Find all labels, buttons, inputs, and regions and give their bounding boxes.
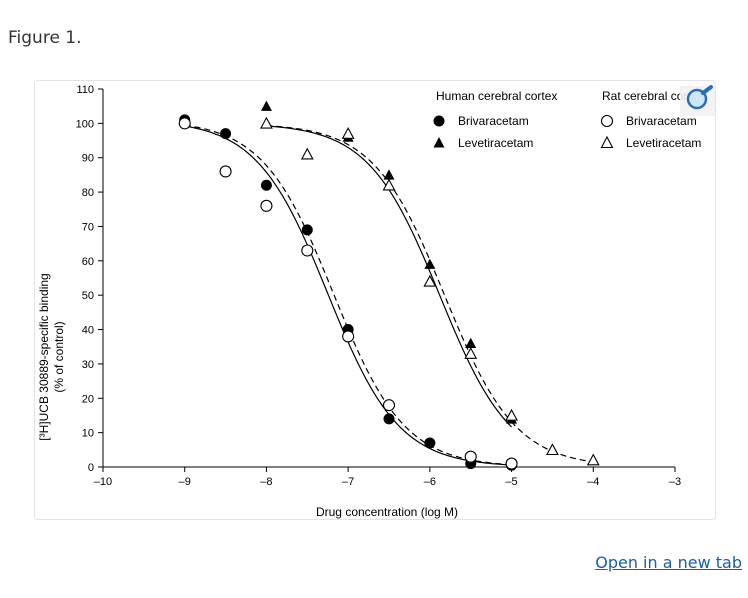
x-tick-label: –6 [424,476,436,488]
x-axis-label: Drug concentration (log M) [316,505,458,519]
data-point-series-0 [220,128,232,140]
legend-label-human-levetiracetam: Levetiracetam [458,136,533,150]
x-tick-label: –7 [342,476,354,488]
legend-title-human: Human cerebral cortex [436,89,557,103]
y-tick-label: 60 [82,256,94,268]
data-point-series-1 [382,399,396,412]
legend-marker-rat-levetiracetam [600,135,614,149]
x-tick-label: –10 [94,476,112,488]
y-tick-label: 50 [82,290,94,302]
data-point-series-3 [260,116,273,129]
y-tick-label: 100 [76,118,94,130]
data-point-series-0 [260,179,272,191]
y-tick-label: 40 [82,325,94,337]
x-tick-label: –3 [669,476,681,488]
x-tick-label: –8 [260,476,272,488]
data-point-series-3 [546,443,559,456]
legend-label-rat-brivaracetam: Brivaracetam [626,114,697,128]
data-point-series-1 [342,330,355,343]
data-point-series-1 [178,117,191,130]
data-point-series-2 [465,337,477,348]
fit-curve-1 [184,124,512,466]
legend-marker-human-levetiracetam [433,137,445,148]
y-axis-label-line1: [³H]UCB 30889-specific binding [37,273,51,440]
legend-title-rat: Rat cerebral cortex [602,89,703,103]
fit-curve-0 [184,125,512,466]
data-point-series-3 [423,274,437,287]
data-point-series-2 [424,258,436,269]
fit-curve-3 [266,125,594,463]
data-point-series-3 [382,178,396,191]
data-point-series-1 [464,450,477,463]
y-tick-label: 0 [88,462,94,474]
legend: Human cerebral cortex Brivaracetam Levet… [433,89,703,150]
data-point-series-3 [464,346,478,359]
data-point-series-0 [383,413,395,425]
y-tick-label: 20 [82,393,94,405]
legend-label-rat-levetiracetam: Levetiracetam [626,136,701,150]
y-tick-label: 110 [76,84,94,96]
data-points [178,100,600,471]
data-point-series-3 [505,408,518,421]
legend-label-human-brivaracetam: Brivaracetam [458,114,529,128]
x-tick-label: –5 [505,476,517,488]
data-point-series-3 [300,147,314,160]
figure-caption: Figure 1. [8,28,82,48]
data-point-series-1 [505,457,518,470]
data-point-series-1 [219,165,232,178]
legend-marker-human-brivaracetam [433,115,445,127]
y-axis-label-line2: (% of control) [52,321,66,392]
data-point-series-0 [424,437,436,449]
figure-container: –10 –9 –8 –7 –6 –5 –4 –3 0 10 20 30 40 50 60 70 80 90 100 1… [34,80,716,520]
data-point-series-0 [301,224,313,236]
y-tick-label: 90 [82,153,94,165]
data-point-series-2 [383,169,395,180]
x-tick-label: –4 [587,476,599,488]
y-tick-label: 70 [82,221,94,233]
y-tick-label: 30 [82,359,94,371]
y-tick-label: 80 [82,187,94,199]
data-point-series-3 [586,453,600,466]
data-point-series-2 [260,100,272,111]
data-point-series-1 [260,199,273,212]
data-point-series-3 [341,127,355,139]
magnifier-icon[interactable] [680,85,715,116]
data-point-series-1 [301,244,314,257]
y-tick-label: 10 [82,428,94,440]
legend-marker-rat-brivaracetam [600,114,614,128]
x-tick-label: –9 [179,476,191,488]
chart-axes: –10 –9 –8 –7 –6 –5 –4 –3 0 10 20 30 40 50 60 70 80 90 100 1… [76,84,681,488]
chart: –10 –9 –8 –7 –6 –5 –4 –3 0 10 20 30 40 50 60 70 80 90 100 1… [37,84,715,519]
open-in-new-tab-link[interactable]: Open in a new tab [595,553,742,572]
